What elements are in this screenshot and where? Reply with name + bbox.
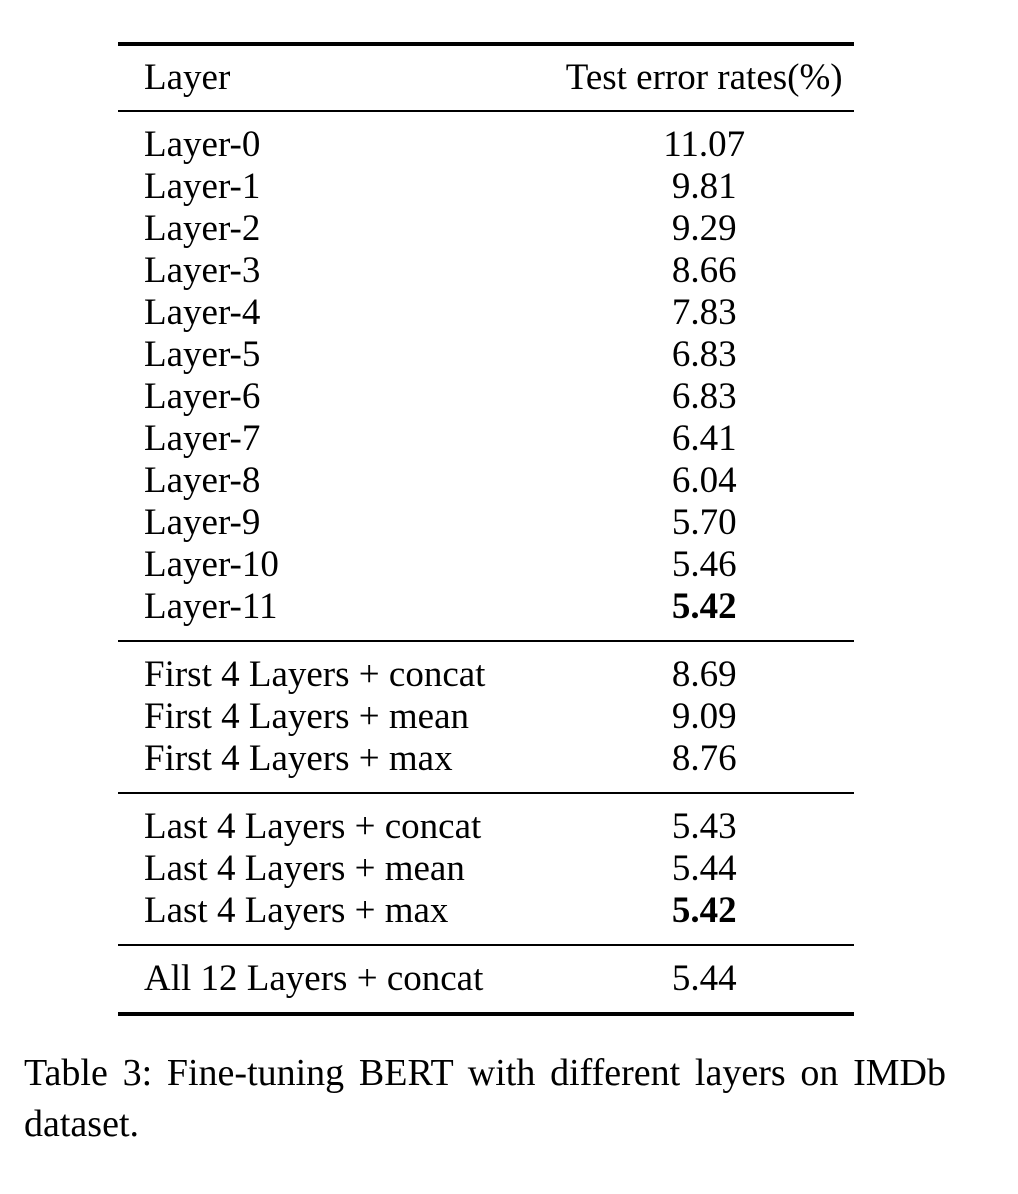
row-layer-label: Layer-10 bbox=[144, 544, 279, 585]
table-row: Layer-0 11.07 bbox=[118, 111, 854, 166]
row-layer-label: Layer-1 bbox=[144, 166, 261, 207]
table-row: Layer-8 6.04 bbox=[118, 460, 854, 502]
results-table: Layer Test error rates(%) Layer-0 11.07 La… bbox=[118, 42, 854, 1016]
table-row: All 12 Layers + concat 5.44 bbox=[118, 945, 854, 1014]
table-row: First 4 Layers + max 8.76 bbox=[118, 738, 854, 793]
table-row: Last 4 Layers + mean 5.44 bbox=[118, 848, 854, 890]
row-error-value: 11.07 bbox=[663, 124, 746, 165]
row-error-value: 5.42 bbox=[671, 890, 737, 931]
row-error-value: 8.66 bbox=[671, 250, 737, 291]
row-error-value: 6.83 bbox=[671, 376, 737, 417]
row-layer-label: First 4 Layers + concat bbox=[144, 654, 486, 695]
table-row: First 4 Layers + concat 8.69 bbox=[118, 641, 854, 696]
row-error-value: 8.69 bbox=[671, 654, 737, 695]
row-layer-label: First 4 Layers + max bbox=[144, 738, 453, 779]
table-row: Layer-4 7.83 bbox=[118, 292, 854, 334]
table-body: Layer-0 11.07 Layer-1 9.81 Layer-2 9.29 Layer-… bbox=[118, 111, 854, 1014]
header-layer: Layer bbox=[144, 57, 231, 98]
row-layer-label: Layer-8 bbox=[144, 460, 261, 501]
row-layer-label: Layer-11 bbox=[144, 586, 278, 627]
table-row: Layer-7 6.41 bbox=[118, 418, 854, 460]
row-layer-label: Layer-3 bbox=[144, 250, 261, 291]
table-row: Layer-5 6.83 bbox=[118, 334, 854, 376]
table-row: Layer-11 5.42 bbox=[118, 586, 854, 641]
table-row: Layer-3 8.66 bbox=[118, 250, 854, 292]
row-layer-label: Layer-6 bbox=[144, 376, 261, 417]
table-row: Layer-1 9.81 bbox=[118, 166, 854, 208]
row-layer-label: Layer-9 bbox=[144, 502, 261, 543]
row-layer-label: Layer-2 bbox=[144, 208, 261, 249]
row-error-value: 5.43 bbox=[671, 806, 737, 847]
row-error-value: 7.83 bbox=[671, 292, 737, 333]
row-error-value: 5.42 bbox=[671, 586, 737, 627]
row-error-value: 6.83 bbox=[671, 334, 737, 375]
row-error-value: 6.41 bbox=[671, 418, 737, 459]
row-layer-label: Last 4 Layers + mean bbox=[144, 848, 465, 889]
table-row: Last 4 Layers + max 5.42 bbox=[118, 890, 854, 945]
table-caption: Table 3: Fine-tuning BERT with different… bbox=[24, 1052, 946, 1145]
row-layer-label: Last 4 Layers + concat bbox=[144, 806, 482, 847]
table-row: Layer-9 5.70 bbox=[118, 502, 854, 544]
row-error-value: 5.46 bbox=[671, 544, 737, 585]
header-test-error-rates: Test error rates(%) bbox=[565, 57, 843, 98]
row-layer-label: Layer-0 bbox=[144, 124, 261, 165]
row-layer-label: Last 4 Layers + max bbox=[144, 890, 449, 931]
table-header-row: Layer Test error rates(%) bbox=[118, 44, 854, 111]
table-row: Layer-6 6.83 bbox=[118, 376, 854, 418]
row-error-value: 5.44 bbox=[671, 848, 737, 889]
row-error-value: 8.76 bbox=[671, 738, 737, 779]
row-error-value: 9.09 bbox=[671, 696, 737, 737]
table-row: Last 4 Layers + concat 5.43 bbox=[118, 793, 854, 848]
row-layer-label: Layer-5 bbox=[144, 334, 261, 375]
row-error-value: 9.29 bbox=[671, 208, 737, 249]
table-row: First 4 Layers + mean 9.09 bbox=[118, 696, 854, 738]
row-error-value: 5.70 bbox=[671, 502, 737, 543]
table-row: Layer-10 5.46 bbox=[118, 544, 854, 586]
row-layer-label: All 12 Layers + concat bbox=[144, 958, 484, 999]
row-layer-label: Layer-4 bbox=[144, 292, 261, 333]
row-error-value: 9.81 bbox=[671, 166, 737, 207]
row-layer-label: First 4 Layers + mean bbox=[144, 696, 470, 737]
results-table-container: Layer Test error rates(%) Layer-0 11.07 La… bbox=[118, 42, 854, 1016]
row-error-value: 6.04 bbox=[671, 460, 737, 501]
table-row: Layer-2 9.29 bbox=[118, 208, 854, 250]
row-error-value: 5.44 bbox=[671, 958, 737, 999]
row-layer-label: Layer-7 bbox=[144, 418, 261, 459]
